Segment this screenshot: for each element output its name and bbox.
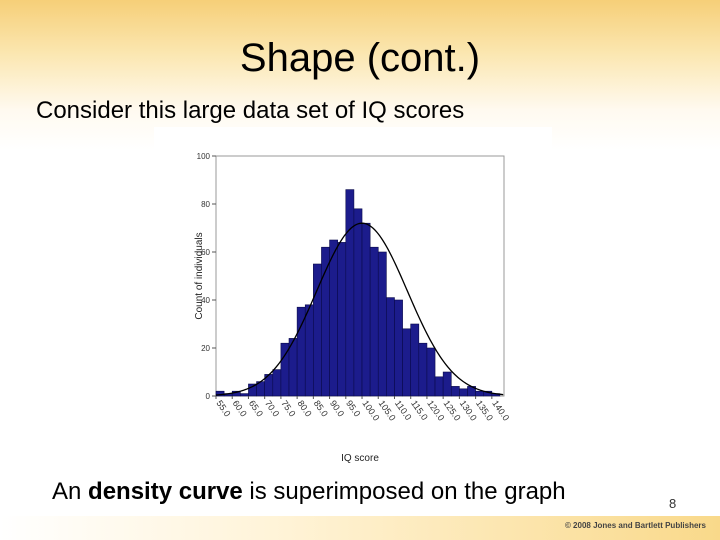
- slide-title: Shape (cont.): [239, 36, 481, 80]
- y-tick-label: 40: [201, 296, 210, 305]
- x-tick-label: 55.0: [214, 398, 232, 418]
- x-tick-label: 75.0: [279, 398, 297, 418]
- histogram-bar: [377, 251, 387, 397]
- histogram-bar: [345, 189, 355, 397]
- histogram-bar: [369, 246, 379, 397]
- histogram-bar: [272, 369, 282, 397]
- histogram-bar: [426, 347, 436, 397]
- chart-panel: 0 20 40 60 80 100 55.0 60.0 65.0 70.0 75.0 80.0 85.0…: [154, 127, 552, 467]
- footer-band: [0, 516, 720, 540]
- caption-emphasis: density curve: [88, 478, 243, 505]
- x-tick-label: 115.0: [409, 398, 430, 422]
- histogram-bar: [361, 222, 371, 397]
- histogram-bar: [450, 386, 460, 397]
- y-tick-label: 100: [197, 152, 211, 161]
- y-axis-label: Count of individuals: [194, 232, 205, 319]
- histogram-bar: [475, 390, 485, 397]
- copyright-notice: © 2008 Jones and Bartlett Publishers: [564, 521, 706, 530]
- histogram-bar: [418, 342, 428, 397]
- x-tick-label: 140.0: [490, 398, 511, 422]
- histogram-bar: [394, 299, 403, 397]
- density-curve: [215, 222, 504, 396]
- slide-caption: An density curve is superimposed on the …: [52, 478, 566, 506]
- x-axis-label: IQ score: [341, 453, 379, 464]
- histogram-bar: [304, 304, 314, 397]
- histogram-bar: [240, 393, 249, 397]
- y-tick-label: 20: [201, 344, 210, 353]
- histogram-bar: [459, 388, 468, 397]
- histogram-bar: [402, 328, 412, 397]
- x-tick-label: 65.0: [247, 398, 265, 418]
- x-tick-label: 60.0: [231, 398, 249, 418]
- histogram-bar: [434, 376, 444, 397]
- histogram-bar: [410, 323, 420, 397]
- x-tick-label: 90.0: [328, 398, 346, 418]
- slide-subtitle: Consider this large data set of IQ score…: [36, 97, 465, 124]
- histogram-bar: [442, 371, 452, 397]
- histogram-bar: [353, 208, 363, 397]
- x-tick-label: 110.0: [393, 398, 414, 422]
- caption-suffix: is superimposed on the graph: [242, 478, 566, 505]
- histogram-bar: [386, 297, 395, 397]
- histogram-bar: [248, 383, 257, 397]
- histogram-bar: [329, 239, 338, 397]
- y-tick-label: 60: [201, 248, 210, 257]
- y-tick-label: 0: [206, 392, 211, 401]
- x-tick-label: 80.0: [295, 398, 313, 418]
- histogram-bar: [337, 242, 347, 397]
- page-number: 8: [669, 496, 677, 511]
- x-tick-label: 95.0: [344, 398, 362, 418]
- caption-prefix: An: [52, 478, 89, 505]
- iq-histogram: 0 20 40 60 80 100 55.060.065.070.075.080.085.0…: [194, 152, 511, 464]
- x-tick-label: 85.0: [312, 398, 330, 418]
- y-tick-label: 80: [201, 200, 210, 209]
- x-tick-label: 70.0: [263, 398, 281, 418]
